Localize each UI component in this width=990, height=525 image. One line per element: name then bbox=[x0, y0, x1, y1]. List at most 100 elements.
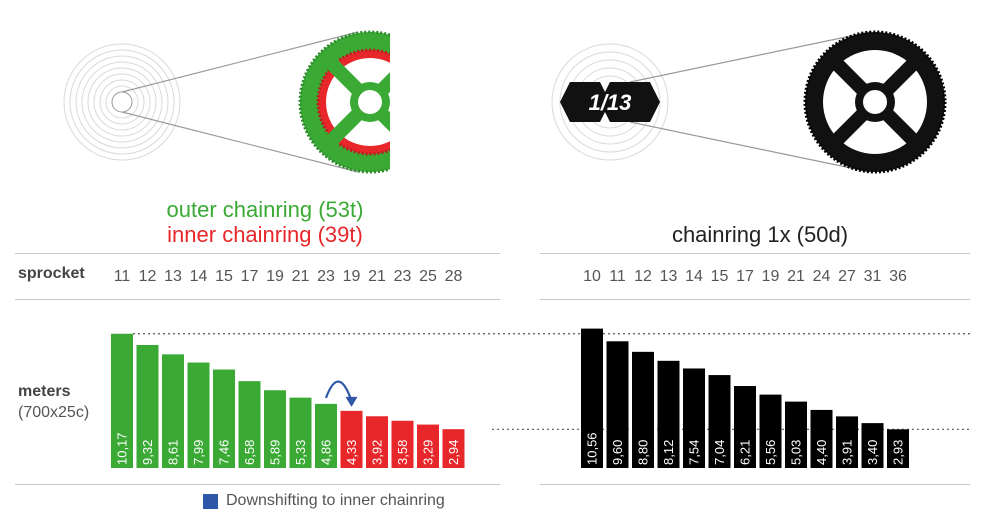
left-value-label-2: 8,61 bbox=[166, 440, 181, 465]
sprocket-label: sprocket bbox=[18, 265, 85, 282]
downshift-arrow-icon bbox=[324, 380, 353, 402]
right-value-label-1: 9,60 bbox=[610, 440, 625, 465]
right-value-label-12: 2,93 bbox=[891, 440, 906, 465]
logo-1-13-icon: 1/13 bbox=[560, 82, 660, 122]
left-sprocket-tick-10: 21 bbox=[368, 268, 386, 285]
right-bar-10 bbox=[836, 416, 858, 468]
left-sprocket-tick-1: 12 bbox=[139, 268, 157, 285]
right-bar-5 bbox=[708, 375, 731, 468]
right-sprocket-tick-8: 21 bbox=[787, 268, 805, 285]
right-bar-4 bbox=[683, 368, 705, 468]
crankset-2x-illustration bbox=[63, 30, 390, 174]
left-sprocket-tick-2: 13 bbox=[164, 268, 182, 285]
meters-sublabel: (700x25c) bbox=[18, 404, 90, 421]
left-value-label-12: 3,29 bbox=[421, 440, 436, 465]
left-value-label-5: 6,58 bbox=[242, 440, 257, 465]
right-sprocket-tick-10: 27 bbox=[838, 268, 856, 285]
top-rule-left bbox=[15, 253, 500, 254]
left-bar-12 bbox=[417, 424, 439, 468]
right-value-label-10: 3,91 bbox=[840, 440, 855, 465]
left-value-label-7: 5,33 bbox=[293, 440, 308, 465]
legend-swatch bbox=[203, 494, 218, 509]
right-sprocket-tick-4: 14 bbox=[685, 268, 703, 285]
right-bar-3 bbox=[657, 360, 680, 468]
left-value-label-3: 7,99 bbox=[191, 440, 206, 465]
left-bar-10 bbox=[366, 416, 388, 468]
left-value-label-9: 4,33 bbox=[344, 440, 359, 465]
left-bar-8 bbox=[315, 403, 337, 468]
left-value-label-0: 10,17 bbox=[115, 432, 130, 465]
left-value-label-6: 5,89 bbox=[268, 440, 283, 465]
right-bar-6 bbox=[734, 386, 756, 468]
right-sprocket-tick-7: 19 bbox=[762, 268, 780, 285]
right-value-label-7: 5,56 bbox=[763, 440, 778, 465]
crankset-1x-illustration: 1/13 bbox=[551, 30, 947, 174]
right-bar-0 bbox=[581, 328, 603, 468]
left-sprocket-tick-12: 25 bbox=[419, 268, 437, 285]
downshift-arrowhead-icon bbox=[345, 396, 358, 407]
right-title: chainring 1x (50d) bbox=[671, 222, 849, 247]
left-bar-2 bbox=[162, 354, 184, 468]
black-chainring-icon bbox=[803, 30, 947, 174]
left-sprocket-tick-5: 17 bbox=[241, 268, 259, 285]
left-bar-1 bbox=[136, 344, 159, 468]
left-bar-0 bbox=[111, 333, 133, 468]
left-value-label-1: 9,32 bbox=[140, 440, 155, 465]
left-value-label-10: 3,92 bbox=[370, 440, 385, 465]
right-value-label-4: 7,54 bbox=[687, 440, 702, 465]
green-chainring-icon bbox=[298, 30, 390, 174]
left-value-label-8: 4,86 bbox=[319, 440, 334, 465]
legend-text: Downshifting to inner chainring bbox=[226, 492, 445, 509]
right-sprocket-tick-11: 31 bbox=[864, 268, 882, 285]
left-sprocket-tick-13: 28 bbox=[445, 268, 463, 285]
right-sprocket-tick-1: 11 bbox=[609, 268, 626, 285]
left-sprocket-tick-4: 15 bbox=[215, 268, 233, 285]
right-sprocket-tick-3: 13 bbox=[660, 268, 678, 285]
right-sprocket-tick-2: 12 bbox=[634, 268, 652, 285]
left-bar-7 bbox=[289, 397, 312, 468]
left-bar-13 bbox=[442, 429, 465, 468]
logo-text: 1/13 bbox=[589, 90, 632, 115]
right-value-label-9: 4,40 bbox=[814, 440, 829, 465]
right-bar-1 bbox=[606, 341, 629, 468]
right-bar-7 bbox=[759, 394, 782, 468]
right-value-label-6: 6,21 bbox=[738, 440, 753, 465]
right-value-label-11: 3,40 bbox=[865, 440, 880, 465]
right-bar-8 bbox=[785, 401, 807, 468]
mid-rule-left bbox=[15, 299, 500, 300]
right-value-label-3: 8,12 bbox=[661, 440, 676, 465]
right-bar-11 bbox=[861, 423, 884, 468]
left-sprocket-tick-3: 14 bbox=[190, 268, 208, 285]
bottom-rule-right bbox=[540, 484, 970, 485]
cassette-icon bbox=[63, 43, 181, 161]
right-bar-2 bbox=[632, 351, 654, 468]
left-sprocket-tick-9: 19 bbox=[343, 268, 361, 285]
left-sprocket-tick-6: 19 bbox=[266, 268, 284, 285]
left-title-outer: outer chainring (53t) bbox=[166, 197, 364, 222]
right-sprocket-tick-6: 17 bbox=[736, 268, 754, 285]
left-bar-11 bbox=[391, 420, 414, 468]
left-title-inner: inner chainring (39t) bbox=[167, 222, 363, 247]
left-value-label-11: 3,58 bbox=[395, 440, 410, 465]
left-bar-9 bbox=[340, 410, 363, 468]
bottom-rule-left bbox=[15, 484, 500, 485]
right-sprocket-tick-9: 24 bbox=[813, 268, 831, 285]
left-sprocket-tick-11: 23 bbox=[394, 268, 412, 285]
left-value-label-13: 2,94 bbox=[446, 440, 461, 465]
right-value-label-0: 10,56 bbox=[585, 432, 600, 465]
right-value-label-5: 7,04 bbox=[712, 440, 727, 465]
left-bar-4 bbox=[213, 369, 235, 468]
right-bar-9 bbox=[810, 409, 833, 468]
right-sprocket-tick-0: 10 bbox=[583, 268, 601, 285]
left-sprocket-tick-8: 23 bbox=[317, 268, 335, 285]
left-bar-5 bbox=[238, 381, 261, 468]
meters-label: meters bbox=[18, 383, 71, 400]
left-value-label-4: 7,46 bbox=[217, 440, 232, 465]
left-sprocket-tick-7: 21 bbox=[292, 268, 310, 285]
mid-rule-right bbox=[540, 299, 970, 300]
right-sprocket-tick-5: 15 bbox=[711, 268, 729, 285]
right-value-label-2: 8,80 bbox=[636, 440, 651, 465]
top-rule-right bbox=[540, 253, 970, 254]
left-bar-3 bbox=[187, 362, 210, 468]
